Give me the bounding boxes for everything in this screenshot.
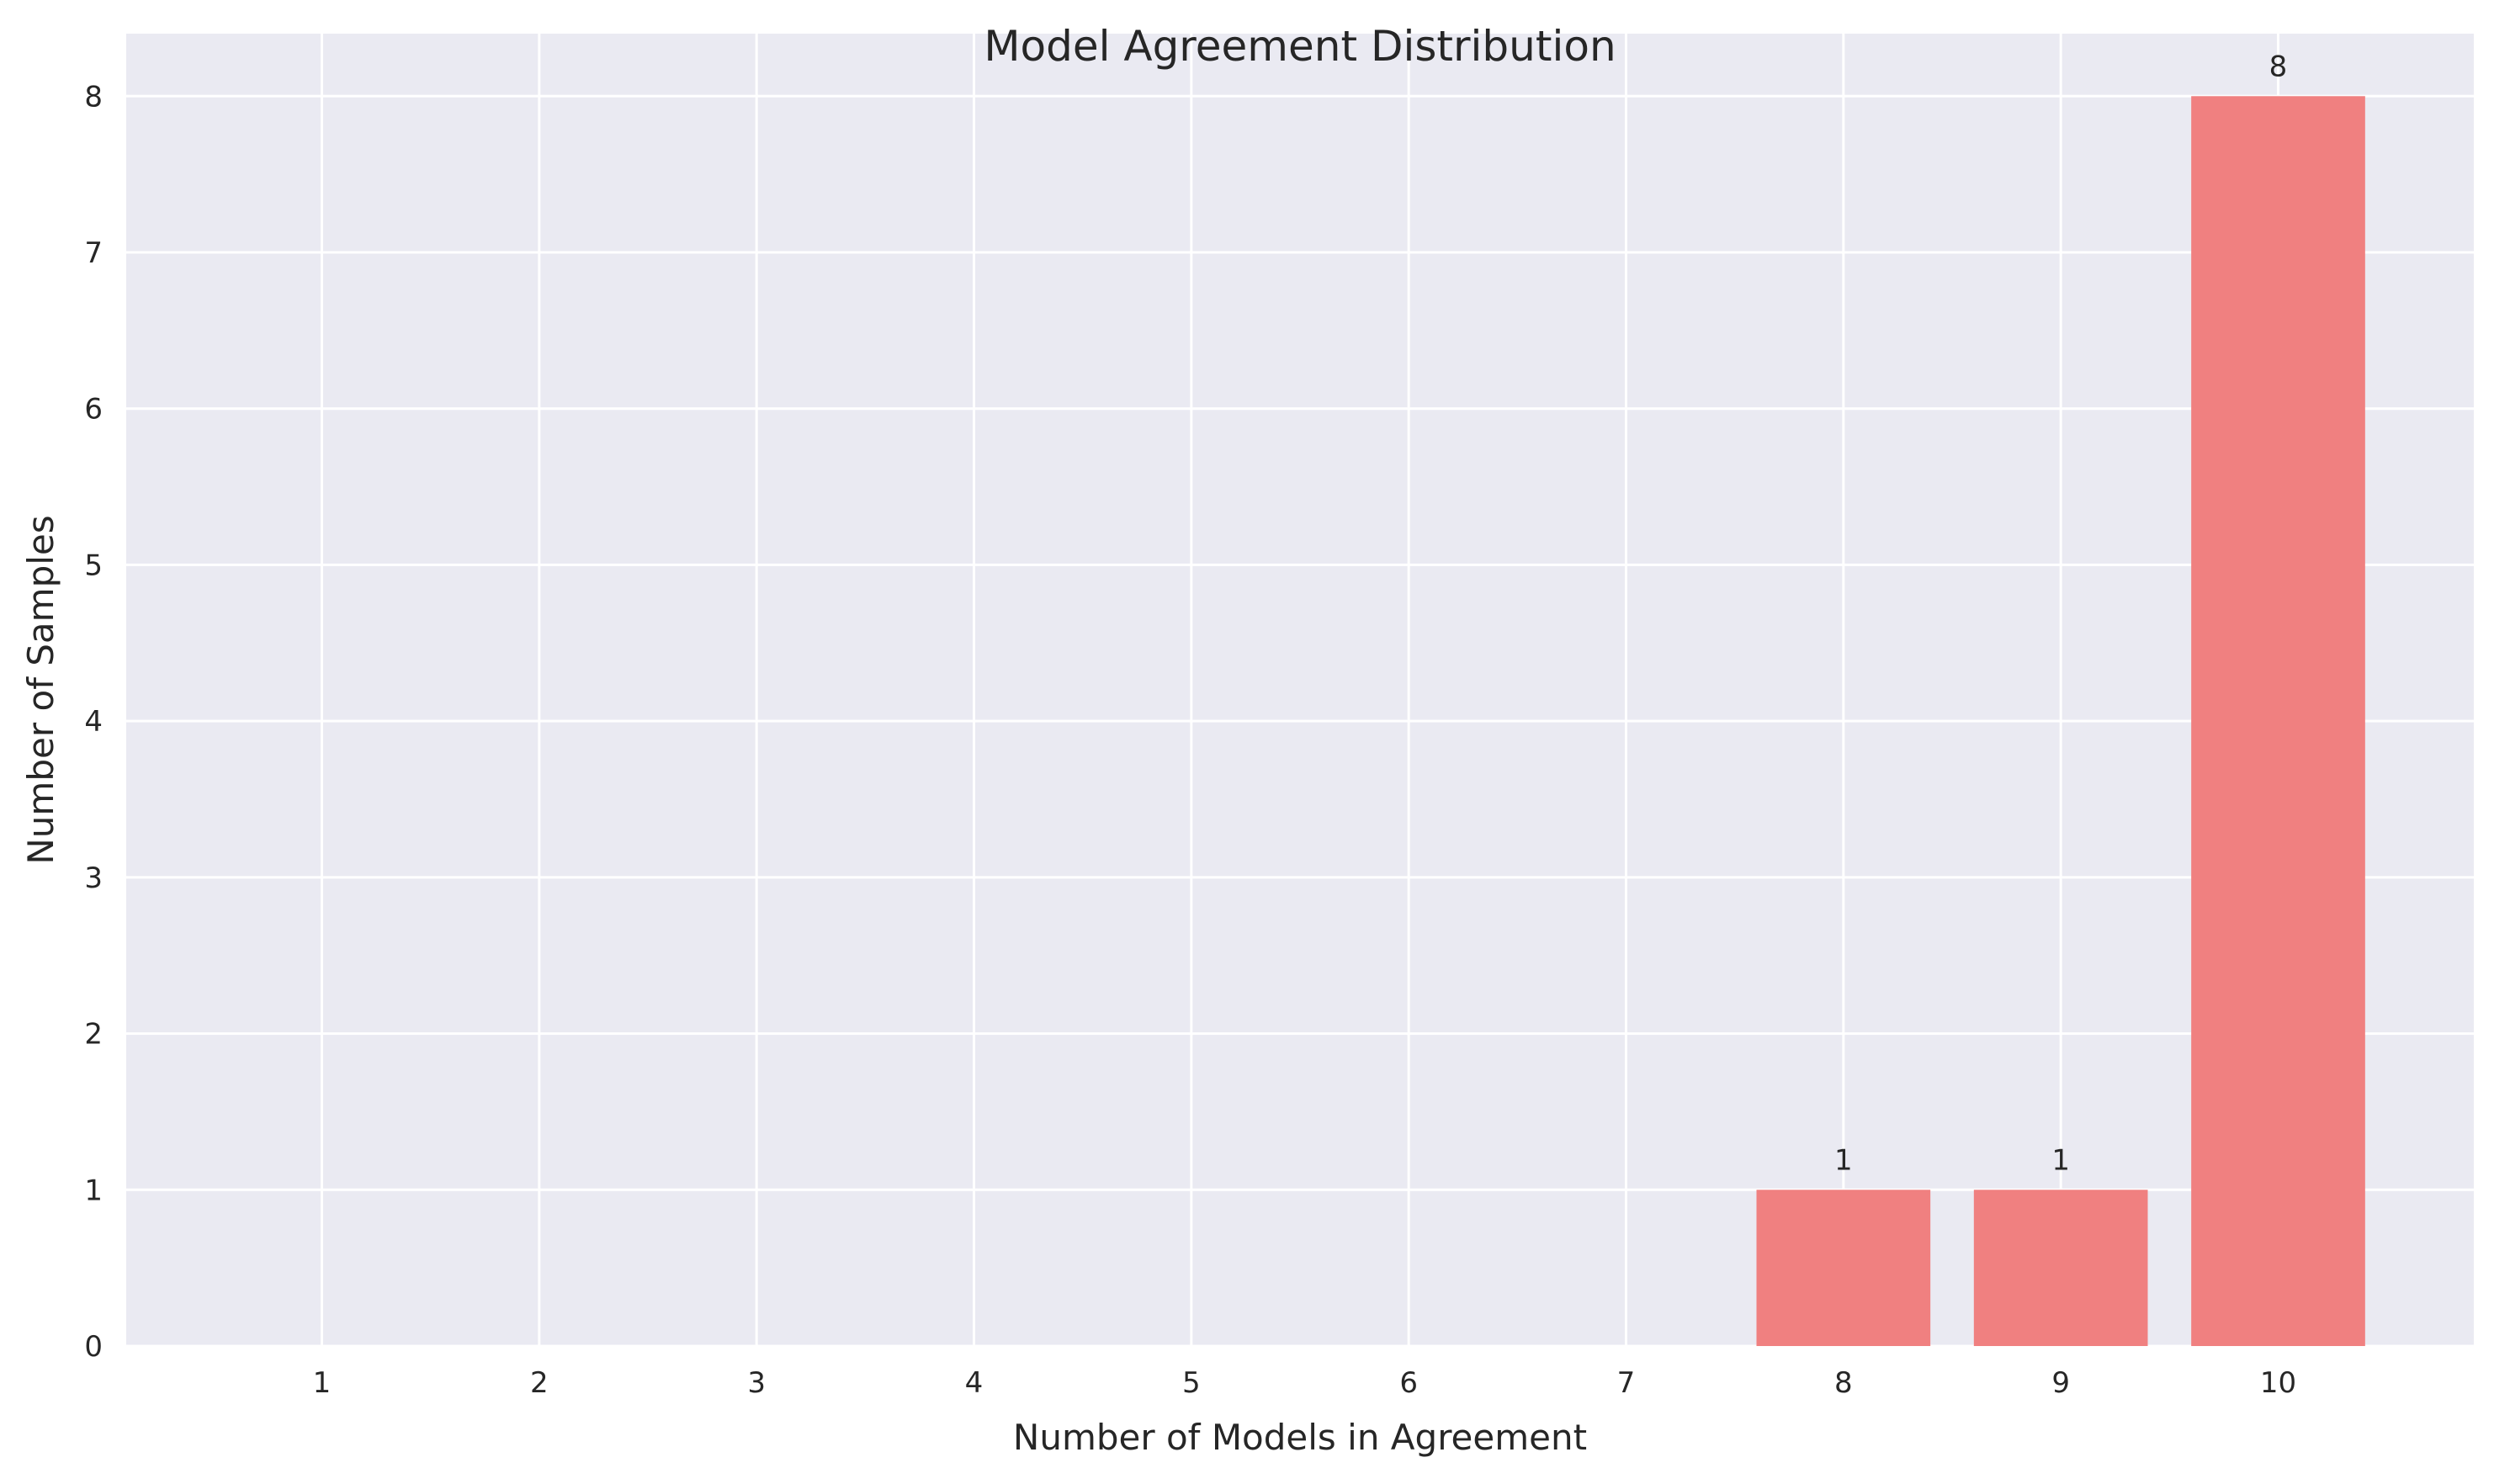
y-tick-label: 3 — [84, 861, 103, 895]
x-tick-label: 4 — [965, 1366, 984, 1400]
x-tick-label: 2 — [530, 1366, 549, 1400]
y-tick-label: 5 — [84, 549, 103, 582]
bar-label-9: 1 — [2051, 1143, 2070, 1177]
y-tick-label: 2 — [84, 1018, 103, 1052]
y-tick-label: 0 — [84, 1330, 103, 1364]
y-tick-labels: 0 1 2 3 4 5 6 7 8 — [84, 80, 103, 1364]
y-tick-label: 8 — [84, 80, 103, 114]
bars — [1756, 96, 2365, 1346]
y-tick-label: 7 — [84, 236, 103, 270]
y-tick-label: 6 — [84, 393, 103, 427]
x-axis-label: Number of Models in Agreement — [1013, 1417, 1587, 1458]
bar-10 — [2191, 96, 2365, 1346]
y-tick-label: 1 — [84, 1174, 103, 1207]
x-tick-label: 9 — [2051, 1366, 2070, 1400]
x-tick-label: 1 — [313, 1366, 332, 1400]
bar-data-labels: 1 1 8 — [1834, 50, 2287, 1177]
x-tick-label: 7 — [1617, 1366, 1636, 1400]
x-tick-labels: 1 2 3 4 5 6 7 8 9 10 — [313, 1366, 2296, 1400]
bar-8 — [1756, 1190, 1931, 1346]
x-tick-label: 10 — [2260, 1366, 2296, 1400]
bar-label-8: 1 — [1834, 1143, 1853, 1177]
grid-lines — [126, 34, 2474, 1348]
y-tick-label: 4 — [84, 705, 103, 739]
x-tick-label: 3 — [747, 1366, 766, 1400]
x-tick-label: 8 — [1834, 1366, 1853, 1400]
y-axis-label: Number of Samples — [20, 515, 61, 864]
x-tick-label: 5 — [1182, 1366, 1201, 1400]
bar-label-10: 8 — [2269, 50, 2288, 83]
chart-title: Model Agreement Distribution — [984, 22, 1616, 71]
bar-9 — [1973, 1190, 2148, 1346]
x-tick-label: 6 — [1399, 1366, 1418, 1400]
plot-area — [126, 34, 2474, 1346]
